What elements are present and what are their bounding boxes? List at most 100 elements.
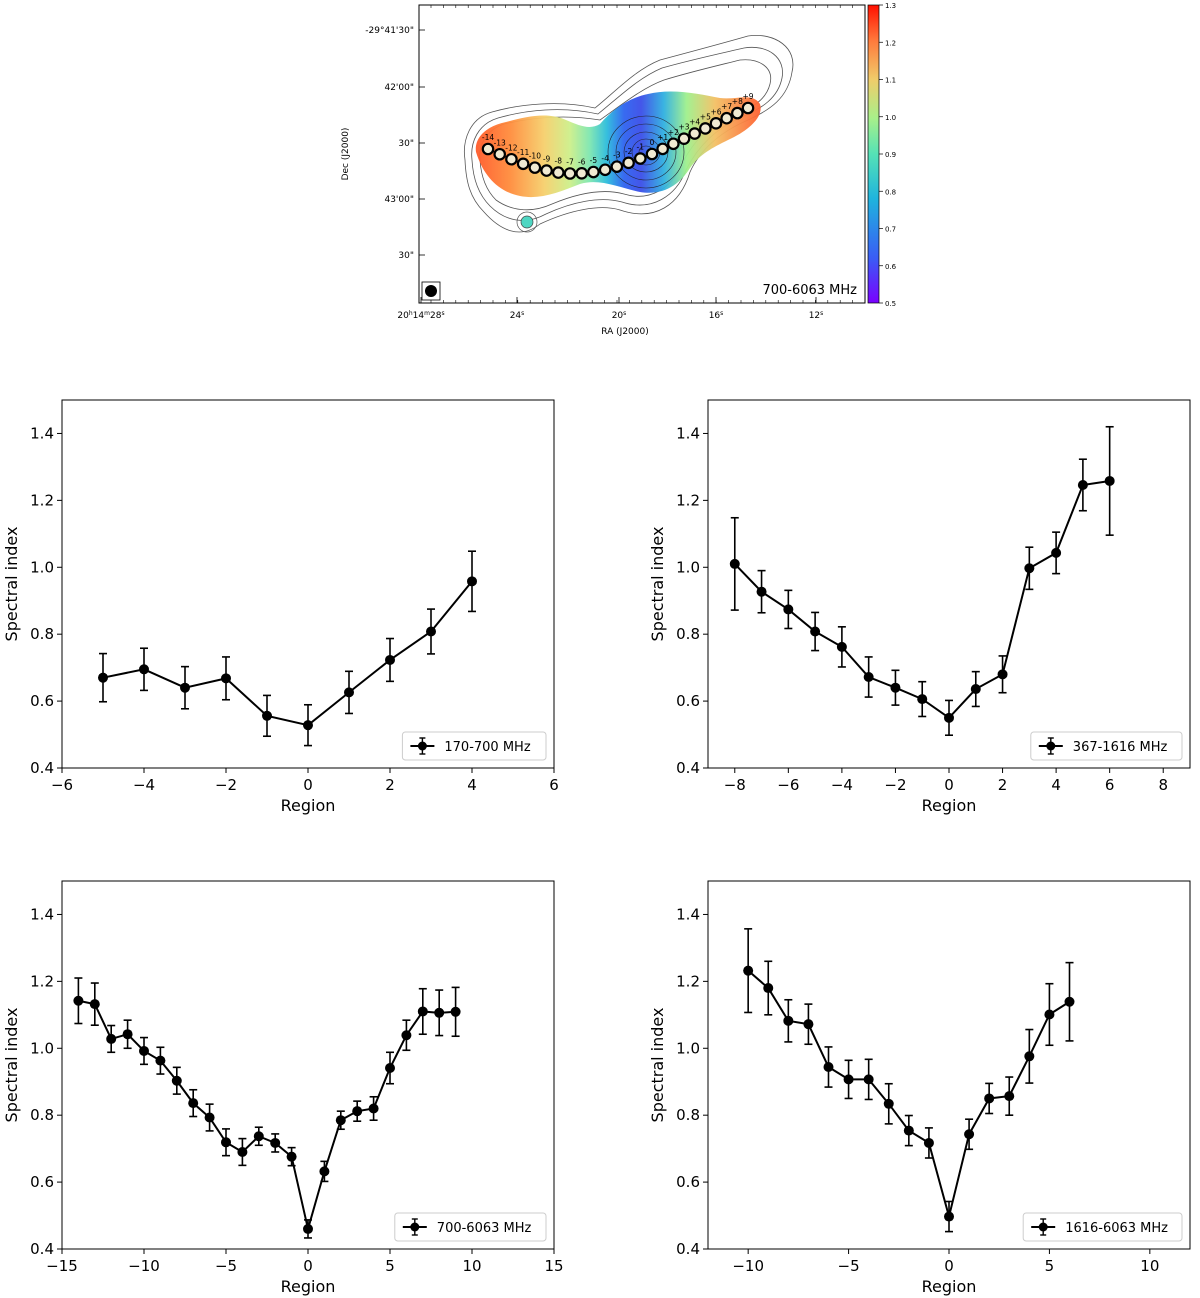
data-point bbox=[783, 604, 794, 615]
region-label: -12 bbox=[505, 143, 517, 152]
data-point bbox=[863, 672, 874, 683]
y-tick-label: 0.6 bbox=[676, 1173, 700, 1191]
y-tick-label: 0.6 bbox=[30, 1173, 54, 1191]
data-point bbox=[810, 626, 821, 637]
data-point bbox=[221, 1137, 231, 1148]
region-marker bbox=[656, 142, 669, 156]
x-axis-label: Region bbox=[281, 796, 336, 815]
data-point bbox=[385, 1063, 395, 1074]
data-point bbox=[836, 641, 847, 652]
map-ra-ticks: 20h14m28s 24s 20s 16s 12s bbox=[397, 5, 866, 322]
data-point bbox=[1051, 547, 1062, 558]
region-label: -11 bbox=[517, 148, 529, 157]
region-marker bbox=[709, 117, 723, 130]
data-point bbox=[1044, 1009, 1055, 1020]
region-marker bbox=[720, 111, 733, 125]
data-point bbox=[106, 1033, 117, 1044]
data-point bbox=[997, 669, 1008, 680]
data-point bbox=[286, 1151, 297, 1162]
y-tick-label: 0.4 bbox=[30, 1240, 54, 1258]
data-point bbox=[964, 1129, 975, 1140]
contour-3 bbox=[479, 59, 772, 211]
region-label: -2 bbox=[625, 147, 633, 156]
x-tick-label: −6 bbox=[777, 776, 799, 794]
y-tick-label: 1.4 bbox=[30, 424, 54, 442]
data-point bbox=[743, 965, 754, 976]
y-tick-label: 0.6 bbox=[676, 692, 700, 710]
region-label: +5 bbox=[700, 112, 711, 121]
y-tick-label: 1.0 bbox=[30, 1039, 54, 1057]
data-point bbox=[843, 1074, 854, 1085]
data-point bbox=[803, 1019, 814, 1030]
map-xlabel: RA (J2000) bbox=[601, 327, 649, 337]
region-marker bbox=[505, 152, 518, 166]
y-tick-label: 1.2 bbox=[30, 491, 54, 509]
data-point bbox=[171, 1075, 182, 1086]
y-tick-label: 1.2 bbox=[676, 972, 700, 990]
x-tick-label: 10 bbox=[462, 1257, 481, 1275]
y-tick-label: 0.4 bbox=[30, 759, 54, 777]
data-point bbox=[352, 1106, 363, 1117]
y-tick-label: 0.6 bbox=[30, 692, 54, 710]
y-tick-label: 1.4 bbox=[676, 905, 700, 923]
data-point bbox=[188, 1098, 199, 1109]
y-axis-label: Spectral index bbox=[2, 527, 21, 642]
y-tick-label: 1.0 bbox=[676, 558, 700, 576]
data-point bbox=[863, 1074, 874, 1085]
region-marker bbox=[587, 165, 600, 179]
compact-source bbox=[520, 215, 534, 229]
legend-box bbox=[1022, 1212, 1183, 1242]
y-axis-label: Spectral index bbox=[2, 1008, 21, 1123]
x-axis-label: Region bbox=[922, 1277, 977, 1296]
data-point bbox=[253, 1131, 264, 1142]
data-point bbox=[303, 1223, 313, 1234]
data-point bbox=[729, 558, 740, 569]
data-point bbox=[237, 1146, 248, 1157]
region-marker bbox=[516, 157, 530, 171]
data-point bbox=[344, 687, 354, 698]
map-dec-tick-label: 43'00" bbox=[384, 195, 414, 205]
region-marker bbox=[667, 137, 680, 151]
legend-label: 700-6063 MHz bbox=[437, 1221, 532, 1236]
data-point bbox=[450, 1006, 461, 1017]
data-point bbox=[890, 682, 901, 693]
region-marker bbox=[622, 156, 635, 170]
region-label: -5 bbox=[590, 156, 598, 165]
region-label: +2 bbox=[668, 128, 679, 137]
colorbar-tick-label: 1.1 bbox=[885, 77, 896, 85]
region-marker bbox=[575, 167, 589, 180]
region-label: +8 bbox=[732, 97, 743, 106]
data-point bbox=[434, 1007, 445, 1018]
x-tick-label: 0 bbox=[303, 1257, 313, 1275]
x-tick-label: −4 bbox=[831, 776, 853, 794]
y-tick-label: 0.8 bbox=[30, 1106, 54, 1124]
region-marker bbox=[731, 106, 744, 120]
data-point bbox=[1024, 563, 1035, 574]
contour-2 bbox=[471, 46, 783, 221]
spectral-index-map: 700-6063 MHz Dec (J2000) RA (J2000) -29°… bbox=[341, 2, 897, 337]
map-region-markers: -14-13-12-11 -10 -9 -8 -7 -6 -5 -4 -3 -2 -10+1+2+3… bbox=[481, 92, 755, 180]
map-ra-tick-label: 20s bbox=[612, 310, 627, 322]
x-tick-label: 0 bbox=[944, 776, 954, 794]
data-point bbox=[763, 983, 774, 994]
colorbar-tick-label: 0.5 bbox=[885, 300, 896, 308]
data-point bbox=[204, 1112, 215, 1123]
region-label: +4 bbox=[689, 118, 700, 127]
x-tick-label: 10 bbox=[1140, 1257, 1159, 1275]
colorbar-tick-label: 0.7 bbox=[885, 226, 896, 234]
legend-box bbox=[401, 731, 547, 761]
region-label: -3 bbox=[613, 151, 621, 160]
data-point bbox=[1104, 475, 1115, 486]
region-label: +9 bbox=[742, 92, 753, 101]
map-dec-tick-label: 30" bbox=[398, 251, 414, 261]
map-ra-tick-label: 24s bbox=[510, 310, 525, 322]
x-tick-label: 4 bbox=[467, 776, 477, 794]
region-label: -8 bbox=[555, 157, 563, 166]
y-axis-label: Spectral index bbox=[648, 1008, 667, 1123]
data-point bbox=[903, 1125, 914, 1136]
plot-frame bbox=[61, 880, 555, 1250]
data-point bbox=[1004, 1091, 1015, 1102]
x-tick-label: 15 bbox=[544, 1257, 563, 1275]
data-point bbox=[783, 1015, 794, 1026]
